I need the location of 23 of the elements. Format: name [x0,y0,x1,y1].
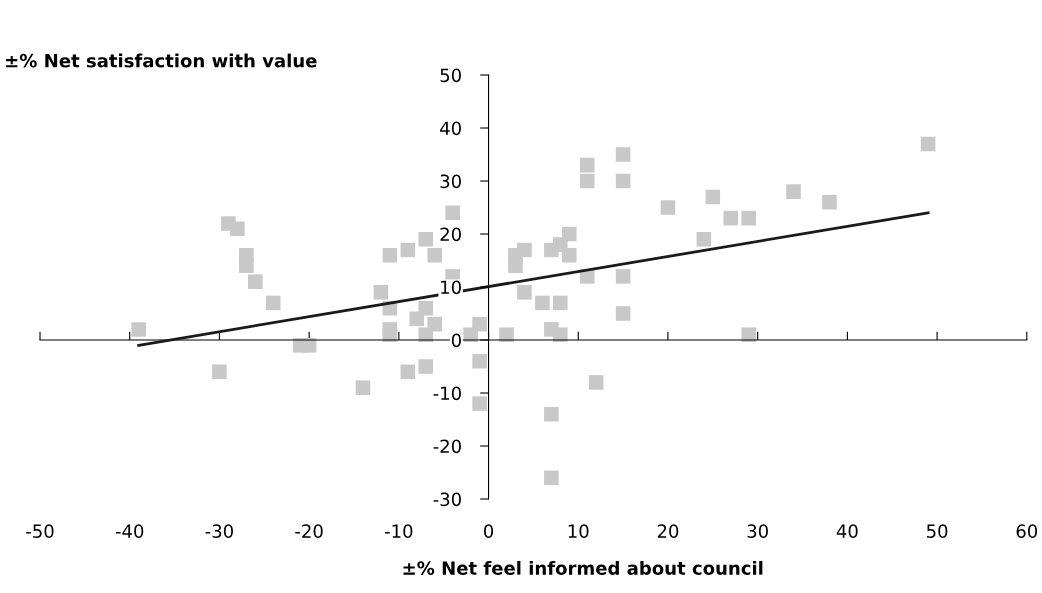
y-tick-label: -30 [433,492,461,507]
x-tick-label: 0 [483,524,494,538]
y-tick-label: 0 [451,333,461,348]
y-tick-label: 30 [440,174,461,189]
y-tick-label: 20 [440,227,461,242]
x-tick-label: 30 [747,524,768,538]
x-tick-label: 10 [568,524,589,538]
y-tick-label: -20 [433,439,461,454]
x-tick-label: 40 [836,524,858,538]
x-tick-label: -20 [295,524,323,538]
x-axis-title: ±% Net feel informed about council [403,560,763,575]
y-axis-title: ±% Net satisfaction with value [6,53,317,68]
y-tick-label: 40 [440,121,461,136]
y-tick-label: 50 [440,68,461,83]
x-tick-label: 60 [1016,524,1038,538]
x-tick-label: -50 [26,524,54,538]
x-tick-label: 20 [657,524,679,538]
y-tick-label: -10 [433,386,461,401]
x-tick-label: -30 [205,524,233,538]
x-tick-label: 50 [926,524,948,538]
y-tick-label: 10 [441,280,461,295]
x-tick-label: -40 [115,524,144,538]
x-tick-label: -10 [384,524,413,538]
